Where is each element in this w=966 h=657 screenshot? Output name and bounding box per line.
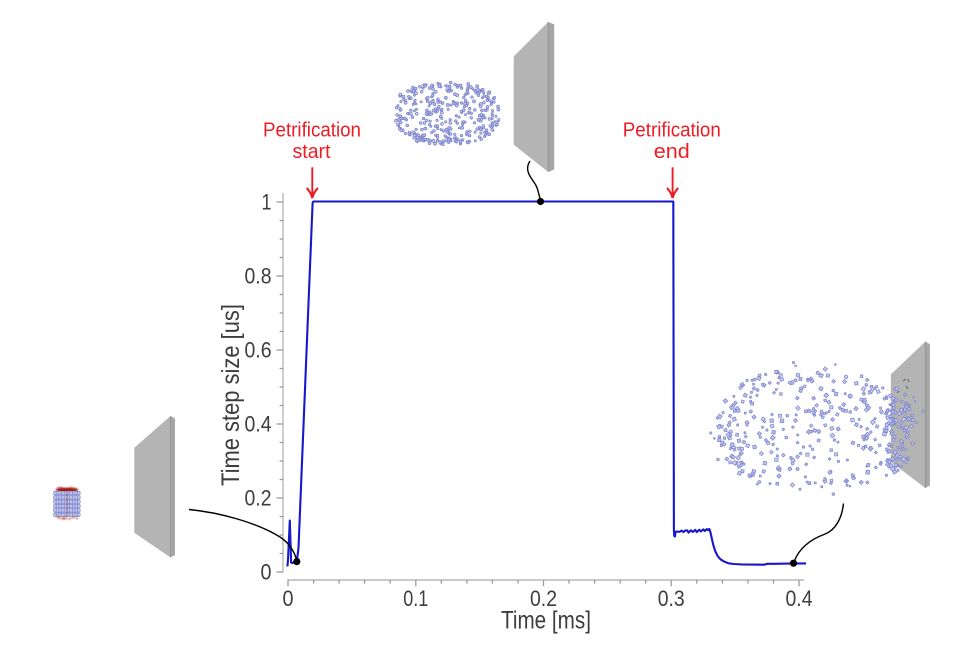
svg-text:1: 1 (262, 190, 272, 215)
svg-text:0.8: 0.8 (245, 264, 272, 289)
svg-text:Petrification: Petrification (623, 120, 721, 142)
svg-text:0.1: 0.1 (403, 586, 428, 611)
svg-text:end: end (654, 141, 690, 163)
svg-text:0.2: 0.2 (245, 486, 272, 511)
svg-text:0.3: 0.3 (658, 586, 685, 611)
svg-text:0.2: 0.2 (530, 586, 557, 611)
svg-text:Petrification: Petrification (263, 120, 361, 142)
svg-text:Time step size [us]: Time step size [us] (217, 304, 245, 486)
svg-text:0.6: 0.6 (245, 338, 272, 363)
svg-text:start: start (293, 141, 331, 163)
svg-text:0: 0 (261, 560, 272, 585)
svg-text:Time [ms]: Time [ms] (501, 607, 591, 635)
svg-text:0: 0 (283, 586, 294, 611)
svg-text:0.4: 0.4 (245, 412, 272, 437)
svg-text:0.4: 0.4 (786, 586, 813, 611)
